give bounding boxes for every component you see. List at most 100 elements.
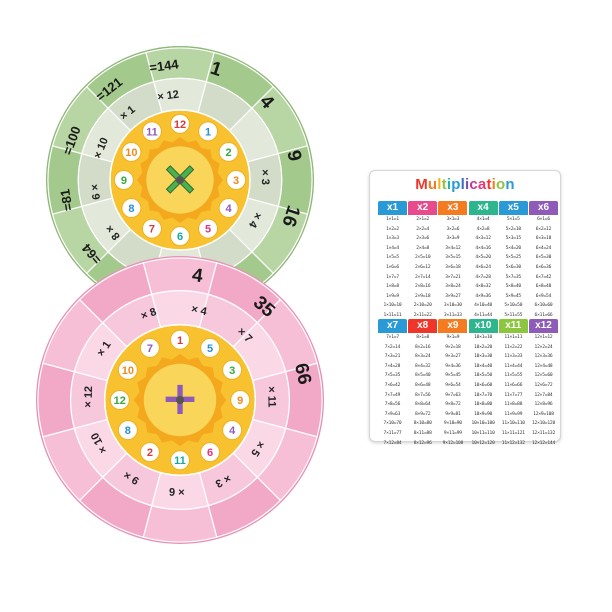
times-table-fact: 11×6=66 bbox=[504, 382, 523, 388]
times-table-fact: 2×2=4 bbox=[416, 226, 430, 232]
times-table-fact: 1×8=8 bbox=[386, 284, 399, 290]
times-table-header: x5 bbox=[498, 201, 528, 215]
number-disc bbox=[218, 198, 239, 219]
times-table-fact: 12×6=72 bbox=[534, 382, 553, 388]
times-table-fact: 8×4=32 bbox=[414, 363, 431, 369]
times-table-header: x8 bbox=[408, 319, 438, 333]
times-table-fact: 1×5=5 bbox=[386, 255, 399, 261]
times-table-fact: 2×11=22 bbox=[413, 312, 432, 318]
times-table-fact: 3×4=12 bbox=[445, 245, 461, 251]
times-table-fact: 4×9=36 bbox=[475, 293, 491, 299]
times-table-fact: 6×3=18 bbox=[535, 236, 552, 242]
times-table-fact: 10×10=100 bbox=[471, 421, 495, 427]
times-table-fact: 2×3=6 bbox=[416, 236, 430, 242]
middle-ring-label: × 11 bbox=[265, 386, 278, 408]
number-disc bbox=[170, 113, 190, 134]
times-table-fact: 3×2=6 bbox=[446, 226, 460, 232]
times-table-fact: 4×1=4 bbox=[476, 217, 490, 222]
times-table-fact: 6×6=36 bbox=[535, 264, 552, 270]
times-table-fact: 11×4=44 bbox=[504, 363, 523, 369]
middle-ring-label: × 12 bbox=[82, 386, 95, 408]
number-disc-label: 12 bbox=[174, 119, 186, 131]
times-table-fact: 8×12=96 bbox=[413, 440, 432, 446]
times-table-fact: 7×9=63 bbox=[384, 411, 401, 417]
times-table-fact: 4×8=32 bbox=[475, 284, 491, 290]
times-table-fact: 12×8=96 bbox=[534, 402, 553, 408]
number-disc-label: 3 bbox=[233, 175, 239, 187]
number-disc bbox=[198, 218, 219, 239]
number-disc bbox=[230, 390, 251, 410]
number-disc-label: 12 bbox=[114, 395, 126, 407]
title-letter: a bbox=[477, 176, 487, 193]
times-table-fact: 6×4=24 bbox=[535, 245, 552, 251]
times-table-header: x1 bbox=[378, 201, 407, 215]
number-disc bbox=[170, 450, 190, 471]
outer-ring-label: 9 bbox=[282, 148, 305, 163]
title-letter: t bbox=[441, 176, 447, 193]
times-table-fact: 1×1=1 bbox=[386, 217, 399, 222]
times-table-fact: 3×10=30 bbox=[443, 303, 462, 309]
times-table-fact: 4×6=24 bbox=[475, 264, 491, 270]
times-table-fact: 10×1=10 bbox=[474, 335, 493, 340]
number-disc-label: 4 bbox=[226, 203, 233, 215]
times-table-fact: 7×3=21 bbox=[384, 354, 401, 360]
number-disc bbox=[109, 390, 130, 410]
times-table-fact: 7×1=7 bbox=[386, 335, 399, 340]
times-table-fact: 2×7=14 bbox=[414, 274, 431, 280]
number-disc-label: 7 bbox=[147, 343, 153, 355]
number-disc-label: 11 bbox=[174, 455, 186, 467]
times-table-fact: 3×11=33 bbox=[443, 312, 462, 318]
outer-ring-label: 4 bbox=[191, 265, 205, 287]
times-table-fact: 7×8=56 bbox=[384, 402, 401, 408]
times-table-fact: 12×7=84 bbox=[534, 392, 553, 398]
outer-ring-segment bbox=[37, 362, 76, 438]
number-disc bbox=[170, 329, 190, 350]
times-table-fact: 1×2=2 bbox=[386, 226, 399, 232]
times-table-x7: x7 7×1=7 7×2=14 7×3=21 7×4=28 7×5=35 7×6=42 7×7… bbox=[378, 319, 407, 448]
times-table-fact: 5×7=35 bbox=[505, 274, 522, 280]
times-table-fact: 2×5=10 bbox=[414, 255, 431, 261]
times-table-fact: 4×3=12 bbox=[475, 236, 491, 242]
title-letter: i bbox=[491, 176, 497, 193]
times-table-fact: 10×8=80 bbox=[474, 402, 493, 408]
times-table-header: x9 bbox=[438, 319, 468, 333]
times-table-fact: 6×5=30 bbox=[535, 255, 552, 261]
times-table-fact: 10×3=30 bbox=[474, 354, 493, 360]
times-table-x4: x4 4×1=4 4×2=8 4×3=12 4×4=16 4×5=20 4×6=24 4×7=… bbox=[468, 201, 498, 330]
times-table-fact: 3×7=21 bbox=[445, 274, 461, 280]
number-disc bbox=[117, 420, 138, 441]
times-table-fact: 2×10=20 bbox=[413, 303, 432, 309]
times-table-header: x7 bbox=[378, 319, 407, 333]
times-table-fact: 6×1=6 bbox=[537, 217, 550, 222]
times-table-fact: 2×1=2 bbox=[416, 217, 430, 222]
times-table-header: x11 bbox=[498, 319, 528, 333]
middle-ring-label: × 3 bbox=[258, 169, 271, 185]
times-table-fact: 6×9=54 bbox=[535, 293, 552, 299]
middle-ring-label: × 6 bbox=[169, 485, 185, 498]
times-table-fact: 11×3=33 bbox=[504, 354, 523, 360]
times-table-fact: 9×2=18 bbox=[445, 344, 461, 350]
number-disc-label: 1 bbox=[205, 126, 211, 138]
times-table-header: x3 bbox=[438, 201, 468, 215]
number-disc-label: 6 bbox=[207, 447, 213, 459]
times-table-fact: 11×5=55 bbox=[504, 373, 523, 379]
card-title: Multiplication bbox=[370, 176, 560, 193]
number-disc-label: 3 bbox=[229, 365, 235, 377]
times-table-fact: 9×7=63 bbox=[445, 392, 461, 398]
multiplication-chart-card: Multiplication x1 1×1=1 1×2=2 1×3=3 1×4=4 1×5… bbox=[369, 170, 561, 446]
times-table-fact: 11×2=22 bbox=[504, 344, 523, 350]
times-table-fact: 11×7=77 bbox=[504, 392, 523, 398]
number-disc bbox=[200, 337, 221, 358]
times-table-fact: 8×9=72 bbox=[414, 411, 431, 417]
times-table-fact: 10×6=60 bbox=[474, 382, 493, 388]
middle-ring-label: × 12 bbox=[157, 89, 180, 104]
times-table-fact: 11×8=88 bbox=[504, 402, 523, 408]
times-table-fact: 11×1=11 bbox=[504, 335, 523, 340]
times-table-fact: 8×3=24 bbox=[414, 354, 431, 360]
outer-ring-label: =144 bbox=[148, 56, 180, 75]
times-table-x8: x8 8×1=8 8×2=16 8×3=24 8×4=32 8×5=40 8×6=48 8×7… bbox=[408, 319, 438, 448]
times-table-fact: 10×11=110 bbox=[471, 430, 495, 436]
times-table-x9: x9 9×1=9 9×2=18 9×3=27 9×4=36 9×5=45 9×6=54 9×7… bbox=[438, 319, 468, 448]
times-table-fact: 3×3=9 bbox=[446, 236, 460, 242]
title-letter: c bbox=[469, 176, 478, 193]
